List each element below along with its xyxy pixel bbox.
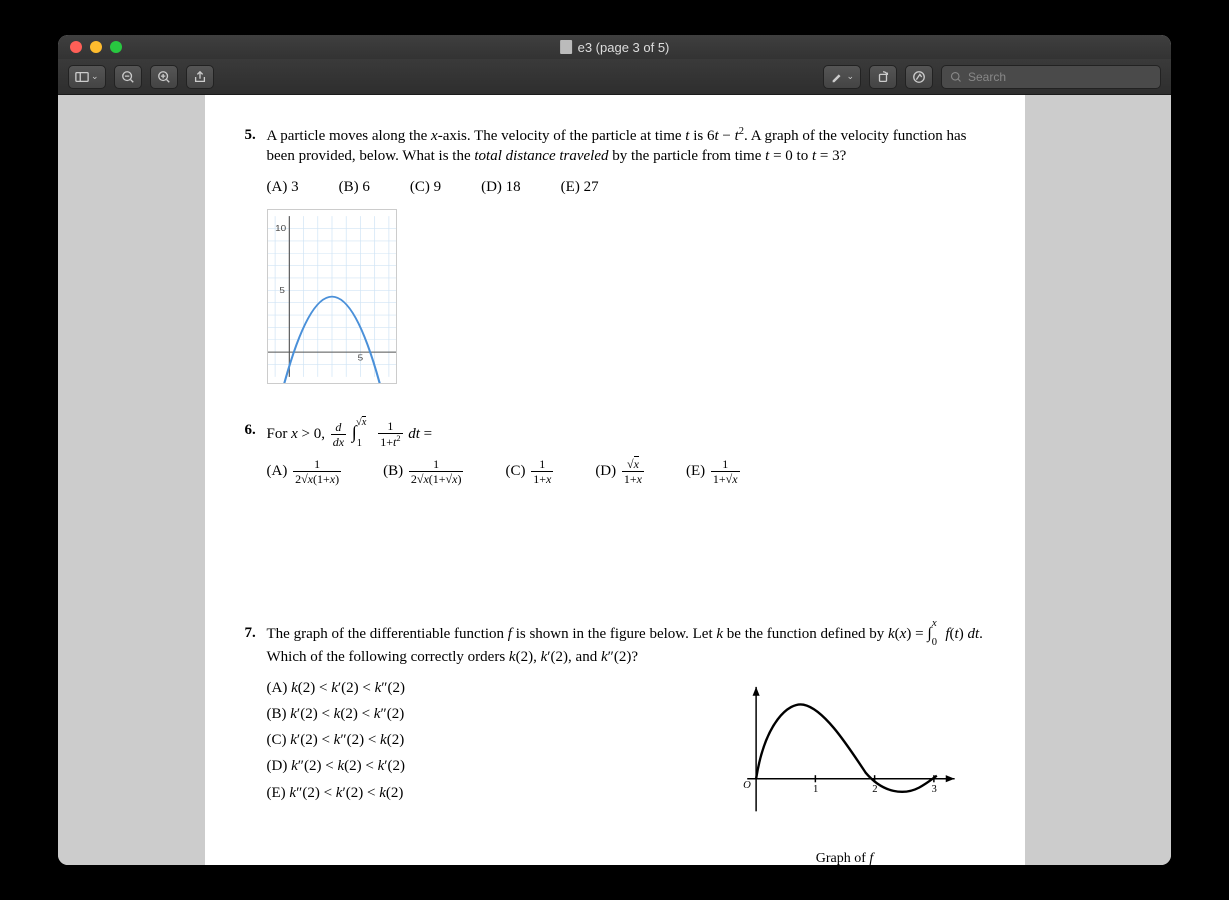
zoom-in-button[interactable] — [150, 65, 178, 89]
share-button[interactable] — [186, 65, 214, 89]
problem-text: A particle moves along the x-axis. The v… — [267, 125, 985, 167]
document-icon — [560, 40, 572, 54]
zoom-button[interactable] — [110, 41, 122, 53]
choices-row: (A) 3 (B) 6 (C) 9 (D) 18 (E) 27 — [267, 177, 985, 197]
choice-b: (B) 12√x(1+√x) — [383, 458, 465, 485]
markup-button[interactable] — [905, 65, 933, 89]
choice-b: (B) k′(2) < k(2) < k″(2) — [267, 704, 685, 724]
traffic-lights — [58, 41, 122, 53]
document-viewport[interactable]: 5. A particle moves along the x-axis. Th… — [58, 95, 1171, 865]
choice-c: (C) k′(2) < k″(2) < k(2) — [267, 730, 685, 750]
pdf-viewer-window: e3 (page 3 of 5) ⌄ ⌄ — [58, 35, 1171, 865]
choice-e: (E) 27 — [561, 177, 599, 197]
choice-d: (D) k″(2) < k(2) < k′(2) — [267, 756, 685, 776]
choice-a: (A) 12√x(1+x) — [267, 458, 344, 485]
choice-c: (C) 11+x — [505, 458, 555, 485]
highlight-button[interactable]: ⌄ — [823, 65, 861, 89]
svg-text:10: 10 — [275, 223, 286, 232]
zoom-out-button[interactable] — [114, 65, 142, 89]
choice-a: (A) 3 — [267, 177, 299, 197]
svg-text:2: 2 — [872, 784, 877, 795]
choice-a: (A) k(2) < k′(2) < k″(2) — [267, 678, 685, 698]
close-button[interactable] — [70, 41, 82, 53]
rotate-button[interactable] — [869, 65, 897, 89]
search-icon — [950, 71, 962, 83]
choice-e: (E) 11+√x — [686, 458, 742, 485]
svg-text:3: 3 — [931, 784, 936, 795]
graph-caption: Graph of f — [705, 850, 985, 865]
problem-7: 7. The graph of the differentiable funct… — [245, 623, 985, 865]
choice-d: (D) 18 — [481, 177, 521, 197]
problem-text: For x > 0, ddx ∫1√x 11+t2 dt = — [267, 420, 985, 449]
search-input[interactable] — [968, 70, 1152, 84]
choice-e: (E) k″(2) < k′(2) < k(2) — [267, 783, 685, 803]
toolbar: ⌄ ⌄ — [58, 59, 1171, 95]
problem-text: The graph of the differentiable function… — [267, 623, 985, 667]
titlebar: e3 (page 3 of 5) — [58, 35, 1171, 59]
function-graph: O 1 2 3 Graph of f — [705, 678, 985, 865]
svg-text:5: 5 — [357, 353, 363, 362]
svg-text:5: 5 — [279, 285, 285, 294]
problem-number: 7. — [245, 623, 267, 865]
choices-column: (A) k(2) < k′(2) < k″(2) (B) k′(2) < k(2… — [267, 678, 685, 809]
minimize-button[interactable] — [90, 41, 102, 53]
problem-5: 5. A particle moves along the x-axis. Th… — [245, 125, 985, 404]
problem-number: 6. — [245, 420, 267, 498]
search-field[interactable] — [941, 65, 1161, 89]
problem-number: 5. — [245, 125, 267, 404]
problem-6: 6. For x > 0, ddx ∫1√x 11+t2 dt = (A) 12… — [245, 420, 985, 498]
choice-b: (B) 6 — [339, 177, 370, 197]
choice-d: (D) √x1+x — [595, 458, 646, 485]
sidebar-toggle-button[interactable]: ⌄ — [68, 65, 106, 89]
svg-text:O: O — [743, 780, 751, 791]
choice-c: (C) 9 — [410, 177, 441, 197]
pdf-page: 5. A particle moves along the x-axis. Th… — [205, 95, 1025, 865]
svg-text:1: 1 — [813, 784, 818, 795]
window-title: e3 (page 3 of 5) — [560, 40, 670, 55]
velocity-graph: 5 5 10 — [267, 209, 397, 384]
title-label: e3 (page 3 of 5) — [578, 40, 670, 55]
choices-row: (A) 12√x(1+x) (B) 12√x(1+√x) (C) 11+x (D… — [267, 458, 985, 485]
